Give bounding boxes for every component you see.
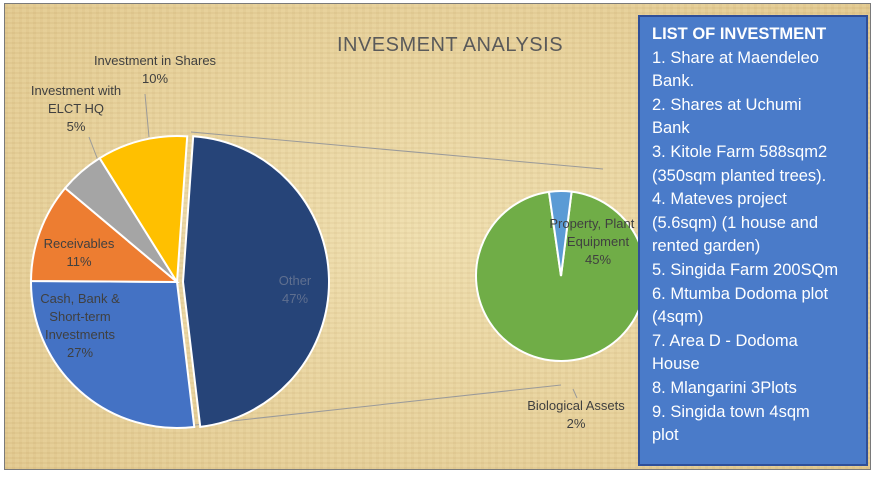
label-biological-assets: Biological Assets 2% bbox=[511, 397, 641, 433]
label-cash-bank: Cash, Bank & Short-term Investments 27% bbox=[15, 290, 145, 362]
label-receivables: Receivables 11% bbox=[29, 235, 129, 271]
investment-list-line: 8. Mlangarini 3Plots bbox=[652, 378, 797, 397]
label-other-pct: 47% bbox=[281, 291, 309, 306]
investment-list-panel: LIST OF INVESTMENT 1. Share at Maendeleo… bbox=[638, 15, 868, 466]
label-cash-name-1: Cash, Bank & bbox=[40, 291, 120, 306]
label-cash-name-2: Short-term bbox=[49, 309, 111, 324]
pie-slice-other bbox=[181, 135, 330, 428]
investment-list-line: House bbox=[652, 355, 700, 374]
shares-leader-line bbox=[144, 93, 150, 138]
label-other-name: Other bbox=[278, 273, 312, 288]
pie-slice-receivables bbox=[29, 186, 180, 284]
investment-list-line: (5.6sqm) (1 house and bbox=[652, 213, 819, 232]
investment-list-line: Bank bbox=[652, 119, 690, 138]
label-shares-pct: 10% bbox=[141, 71, 169, 86]
investment-list-line: 1. Share at Maendeleo bbox=[652, 48, 819, 67]
label-other: Other 47% bbox=[260, 272, 330, 308]
label-elct-name-1: Investment with bbox=[30, 83, 122, 98]
label-bio-name: Biological Assets bbox=[527, 398, 625, 413]
label-ppe-name-1: Property, Plant & bbox=[549, 216, 647, 231]
investment-list-line: Bank. bbox=[652, 72, 695, 91]
pie-charts bbox=[29, 93, 648, 429]
bio-leader-line bbox=[572, 388, 578, 399]
label-property-plant: Property, Plant & Equipment 45% bbox=[523, 215, 673, 269]
label-ppe-pct: 45% bbox=[584, 252, 612, 267]
label-recv-pct: 11% bbox=[66, 254, 92, 269]
label-elct-name-2: ELCT HQ bbox=[47, 101, 105, 116]
investment-list-heading: LIST OF INVESTMENT bbox=[652, 25, 827, 43]
label-investment-in-shares: Investment in Shares 10% bbox=[85, 52, 225, 88]
label-ppe-name-2: Equipment bbox=[566, 234, 630, 249]
connector-line-bottom bbox=[185, 384, 562, 427]
investment-list-line: 9. Singida town 4sqm bbox=[652, 402, 810, 421]
main-pie bbox=[29, 135, 330, 429]
label-shares-name: Investment in Shares bbox=[93, 53, 217, 68]
investment-list-line: (4sqm) bbox=[652, 308, 704, 327]
investment-list-line: 4. Mateves project bbox=[652, 190, 787, 209]
investment-list-line: 6. Mtumba Dodoma plot bbox=[652, 284, 829, 303]
investment-list-line: (350sqm planted trees). bbox=[652, 166, 827, 185]
pie-slice-investment-in-shares bbox=[98, 135, 189, 286]
pie-slice-biological-assets bbox=[547, 190, 573, 277]
chart-title: INVESMENT ANALYSIS bbox=[336, 34, 564, 56]
investment-list-line: plot bbox=[652, 426, 679, 445]
connector-line-top bbox=[190, 131, 604, 170]
investment-list-line: 5. Singida Farm 200SQm bbox=[652, 260, 839, 279]
investment-list-line: rented garden) bbox=[652, 237, 761, 256]
investment-list-line: 3. Kitole Farm 588sqm2 bbox=[652, 142, 828, 161]
investment-list: 1. Share at Maendeleo Bank. 2. Shares at U… bbox=[652, 47, 866, 448]
label-cash-pct: 27% bbox=[66, 345, 94, 360]
pie-slice-cash-bank-short-term-investments bbox=[29, 279, 196, 429]
label-recv-name: Receivables bbox=[43, 236, 115, 251]
label-elct-pct: 5% bbox=[66, 119, 86, 134]
label-investment-elct: Investment with ELCT HQ 5% bbox=[9, 82, 143, 136]
label-cash-name-3: Investments bbox=[44, 327, 116, 342]
investment-list-line: 7. Area D - Dodoma bbox=[652, 331, 798, 350]
label-bio-pct: 2% bbox=[566, 416, 586, 431]
pie-slice-property-plant-equipment bbox=[475, 190, 648, 362]
breakdown-pie bbox=[475, 190, 648, 362]
investment-list-line: 2. Shares at Uchumi bbox=[652, 95, 802, 114]
